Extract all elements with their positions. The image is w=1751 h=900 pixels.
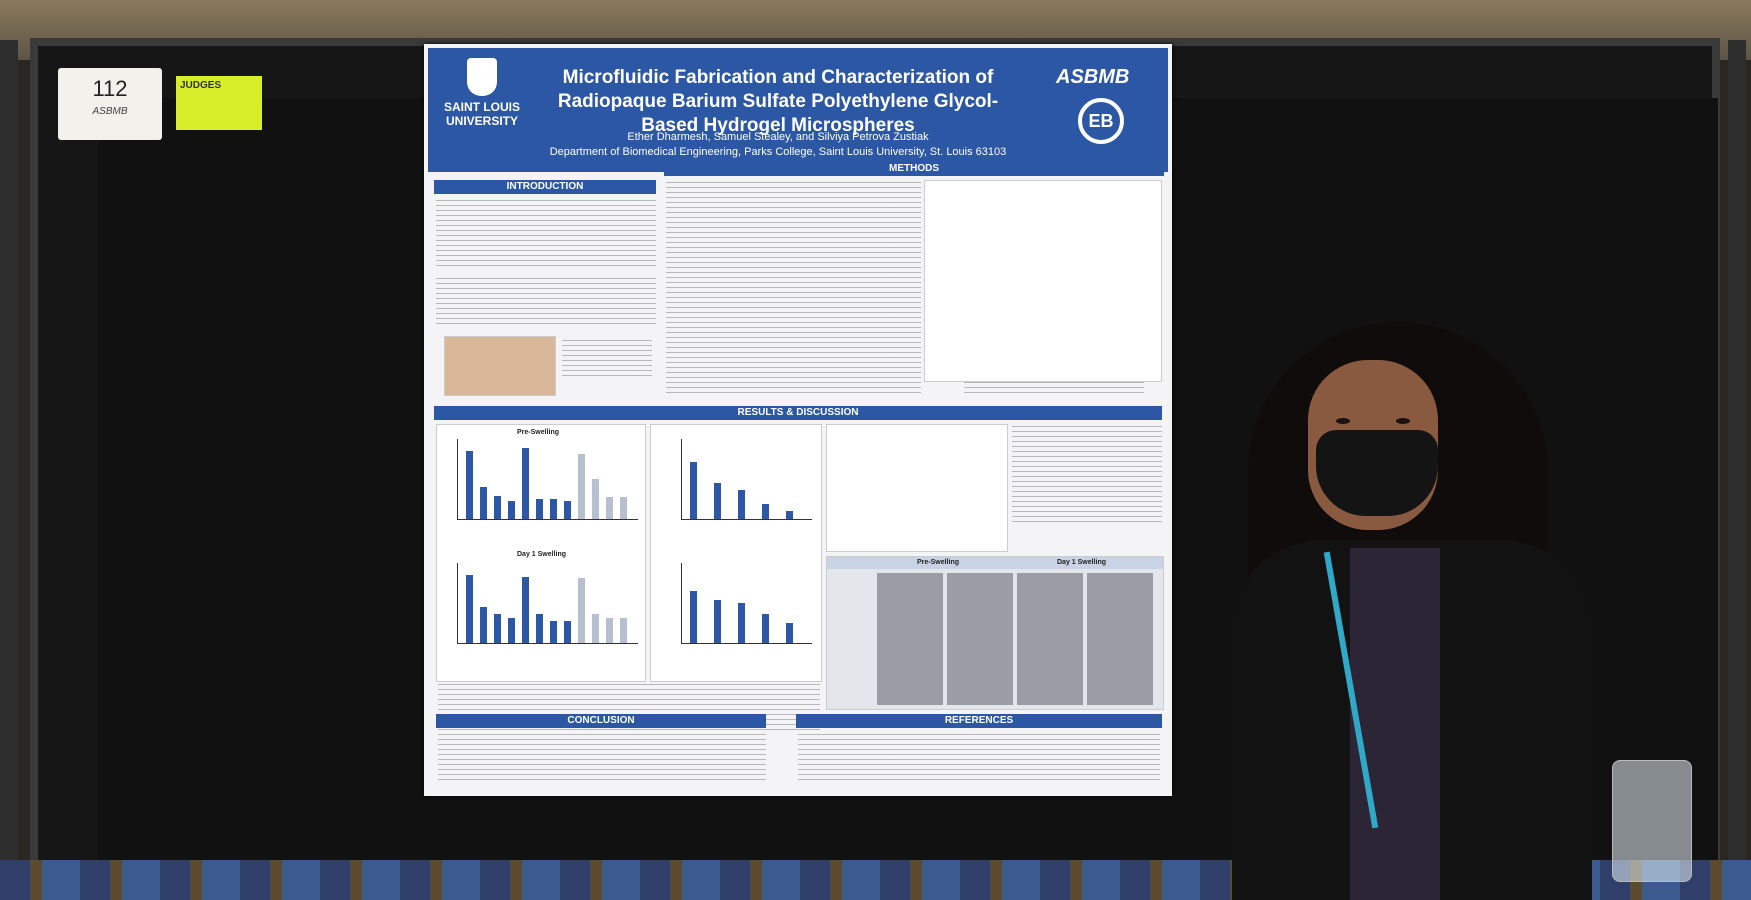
face-mask <box>1316 430 1438 516</box>
chart-bar <box>606 497 613 519</box>
board-pole-left <box>0 40 18 860</box>
images-table-header <box>827 557 1163 569</box>
plot-area-pre-swelling <box>457 439 638 520</box>
section-introduction: INTRODUCTION <box>434 180 656 194</box>
poster-authors: Ether Dharmesh, Samuel Stealey, and Silv… <box>627 131 929 143</box>
chart-bar <box>508 501 515 519</box>
chart-bar <box>466 575 473 643</box>
catheter-figure <box>444 336 556 396</box>
chart-bar <box>738 603 745 643</box>
plot-area-mesh-size <box>681 563 812 644</box>
figure4-bar-charts <box>650 424 822 682</box>
col-day1-swelling: Day 1 Swelling <box>1057 559 1107 566</box>
microsphere-images-table: Pre-Swelling Day 1 Swelling <box>826 556 1164 710</box>
introduction-text <box>436 200 656 270</box>
plot-area-day1-swelling <box>457 563 638 644</box>
chart-bar <box>606 618 613 643</box>
chart-bar <box>714 600 721 643</box>
chart-bar <box>690 462 697 519</box>
chart-bar <box>550 621 557 643</box>
poster-affiliation: Department of Biomedical Engineering, Pa… <box>549 145 1007 158</box>
figure3-bar-charts: Pre-Swelling Day 1 Swelling <box>436 424 646 682</box>
chart-bar <box>550 499 557 519</box>
plot-title-pre-swelling: Pre-Swelling <box>517 429 560 436</box>
plot-title-day1-swelling: Day 1 Swelling <box>517 551 567 558</box>
figure1-caption <box>562 340 652 380</box>
section-methods: METHODS <box>664 162 1164 176</box>
chart-bar <box>762 504 769 519</box>
shield-icon <box>467 58 497 96</box>
university-name: SAINT LOUIS UNIVERSITY <box>443 100 520 128</box>
section-references: REFERENCES <box>796 714 1162 728</box>
chart-bar <box>508 618 515 643</box>
poster-title: Microfluidic Fabrication and Characteriz… <box>557 67 999 136</box>
chart-bar <box>578 578 585 643</box>
plot-area-swelling-ratio <box>681 439 812 520</box>
storage-modulus-plot <box>826 424 1008 552</box>
figure2-caption <box>964 382 1144 394</box>
chart-bar <box>480 487 487 519</box>
chart-bar <box>690 591 697 643</box>
chart-bar <box>466 451 473 519</box>
booth-number: 112 <box>92 76 128 101</box>
left-eye <box>1336 418 1350 424</box>
microfluidics-schematic <box>924 180 1162 382</box>
right-eye <box>1396 418 1410 424</box>
chart-bar <box>786 511 793 519</box>
asbmb-logo: ASBMB <box>1056 66 1130 88</box>
eb-logo: EB <box>1078 98 1124 144</box>
poster-header: SAINT LOUIS UNIVERSITY Microfluidic Fabr… <box>428 48 1168 172</box>
figure5-caption <box>1012 426 1162 526</box>
poster-authors-block: Ether Dharmesh, Samuel Stealey, and Silv… <box>538 130 1018 160</box>
chart-bar <box>522 448 529 519</box>
plastic-bag <box>1612 760 1692 882</box>
chart-bar <box>738 490 745 519</box>
chart-bar <box>714 483 721 519</box>
conclusion-text <box>438 734 766 784</box>
chart-bar <box>786 623 793 643</box>
chart-bar <box>564 621 571 643</box>
chart-bar <box>578 454 585 519</box>
section-results: RESULTS & DISCUSSION <box>434 406 1162 420</box>
introduction-text-2 <box>436 278 656 328</box>
chart-bar <box>522 577 529 643</box>
references-text <box>798 734 1160 784</box>
chart-bar <box>536 499 543 519</box>
chart-bar <box>494 496 501 519</box>
chart-bar <box>592 479 599 519</box>
chart-bar <box>620 618 627 643</box>
judge-sticky-note: JUDGES <box>176 76 262 130</box>
chart-bar <box>620 497 627 519</box>
research-poster: SAINT LOUIS UNIVERSITY Microfluidic Fabr… <box>424 44 1172 796</box>
col-pre-swelling: Pre-Swelling <box>917 559 960 566</box>
chart-bar <box>564 501 571 519</box>
presenter-shirt <box>1350 548 1440 900</box>
chart-bar <box>536 614 543 643</box>
chart-bar <box>480 607 487 643</box>
university-logo: SAINT LOUIS UNIVERSITY <box>436 58 528 128</box>
board-pole-right <box>1728 40 1746 860</box>
booth-sponsor: ASBMB <box>92 106 128 117</box>
booth-number-card: 112 ASBMB <box>58 68 162 140</box>
chart-bar <box>762 614 769 643</box>
chart-bar <box>592 614 599 643</box>
microsphere-images <box>877 573 1157 705</box>
methods-text <box>666 182 921 397</box>
section-conclusion: CONCLUSION <box>436 714 766 728</box>
judge-tag-text: JUDGES <box>180 80 222 91</box>
chart-bar <box>494 614 501 643</box>
